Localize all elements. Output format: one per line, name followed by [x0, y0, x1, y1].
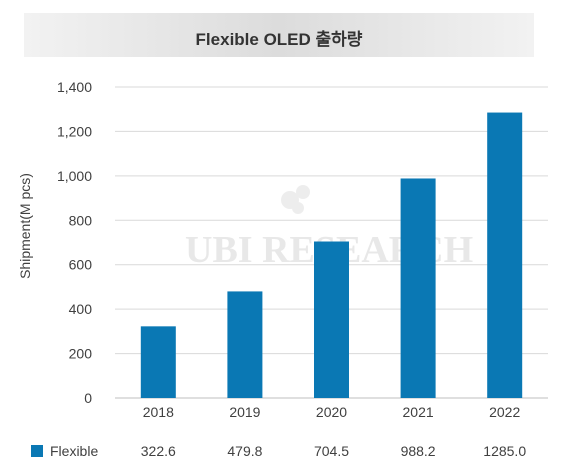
bar [487, 112, 523, 399]
x-tick-label: 2018 [143, 404, 174, 420]
legend-swatch [31, 445, 43, 457]
data-table-value: 704.5 [314, 443, 349, 459]
data-table-value: 1285.0 [483, 443, 526, 459]
legend-series-name: Flexible [50, 443, 98, 459]
y-axis-label: Shipment(M pcs) [17, 173, 33, 279]
x-tick-label: 2019 [229, 404, 260, 420]
x-tick-label: 2021 [403, 404, 434, 420]
x-tick-label: 2020 [316, 404, 347, 420]
bar [400, 178, 436, 398]
x-tick-label: 2022 [489, 404, 520, 420]
bar [314, 241, 349, 398]
chart-title: Flexible OLED 출하량 [195, 30, 363, 49]
y-tick-label: 400 [69, 301, 93, 317]
y-tick-label: 600 [69, 257, 93, 273]
data-table-value: 479.8 [227, 443, 262, 459]
chart-title-banner: Flexible OLED 출하량 [24, 13, 534, 57]
y-tick-label: 800 [69, 212, 93, 228]
y-tick-label: 1,000 [57, 168, 92, 184]
bar [140, 326, 176, 398]
y-tick-label: 1,400 [57, 79, 92, 95]
y-tick-label: 200 [69, 346, 93, 362]
data-table-value: 988.2 [401, 443, 436, 459]
data-table-value: 322.6 [141, 443, 176, 459]
y-tick-label: 1,200 [57, 123, 92, 139]
bar [227, 291, 263, 398]
y-tick-label: 0 [84, 390, 92, 406]
